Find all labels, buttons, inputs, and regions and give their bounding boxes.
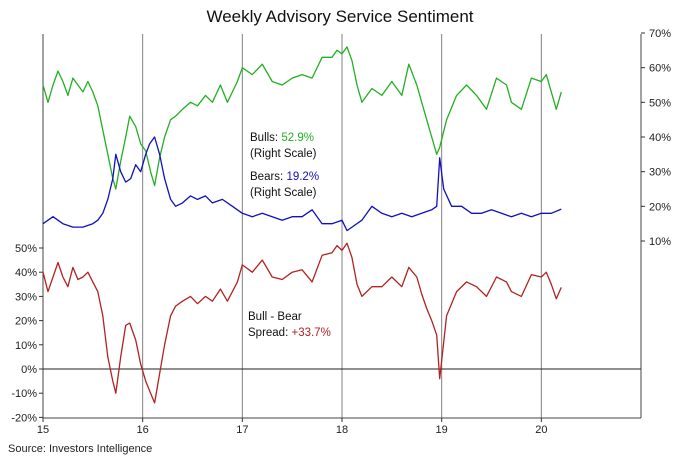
chart-title: Weekly Advisory Service Sentiment	[206, 7, 473, 26]
bears-annotation: Bears: 19.2%	[250, 171, 319, 183]
spread-label-line1: Bull - Bear	[248, 311, 302, 323]
left-tick-label: -20%	[11, 412, 37, 424]
right-tick-label: 40%	[649, 132, 671, 144]
right-tick-label: 60%	[649, 63, 671, 75]
left-tick-label: 50%	[15, 243, 37, 255]
x-axis-ticks: 15 16 17 18 19 20	[37, 418, 547, 436]
bears-line	[42, 136, 562, 232]
right-tick-label: 50%	[649, 97, 671, 109]
left-tick-label: 30%	[15, 291, 37, 303]
left-tick-label: 20%	[15, 316, 37, 328]
x-tick-label: 20	[535, 424, 547, 436]
left-tick-label: 40%	[15, 267, 37, 279]
spread-annotation: Spread: +33.7%	[248, 327, 331, 339]
left-tick-label: -10%	[11, 388, 37, 400]
x-tick-label: 19	[436, 424, 448, 436]
bulls-annotation: Bulls: 52.9%	[250, 132, 314, 144]
left-tick-label: 0%	[21, 364, 37, 376]
left-axis-ticks: -20% -10% 0% 10% 20% 30% 40% 50%	[11, 243, 43, 424]
bears-label: Bears:	[250, 171, 286, 183]
x-tick-label: 16	[137, 424, 149, 436]
right-tick-label: 70%	[649, 28, 671, 40]
gridlines	[142, 34, 542, 418]
right-axis-ticks: 10% 20% 30% 40% 50% 60% 70%	[641, 28, 671, 248]
right-tick-label: 30%	[649, 167, 671, 179]
x-tick-label: 17	[236, 424, 248, 436]
bull-bear-spread-line	[42, 242, 562, 404]
bears-value: 19.2%	[286, 171, 319, 183]
right-tick-label: 10%	[649, 236, 671, 248]
x-tick-label: 18	[336, 424, 348, 436]
bulls-label: Bulls:	[250, 132, 281, 144]
spread-value: +33.7%	[291, 327, 330, 339]
bulls-line	[42, 46, 562, 190]
bulls-scale-note: (Right Scale)	[250, 148, 317, 160]
right-tick-label: 20%	[649, 201, 671, 213]
series-lines	[42, 46, 562, 404]
x-tick-label: 15	[37, 424, 49, 436]
spread-label-line2: Spread:	[248, 327, 291, 339]
source-note: Source: Investors Intelligence	[8, 443, 152, 455]
left-tick-label: 10%	[15, 340, 37, 352]
bears-scale-note: (Right Scale)	[250, 187, 317, 199]
bulls-value: 52.9%	[281, 132, 314, 144]
